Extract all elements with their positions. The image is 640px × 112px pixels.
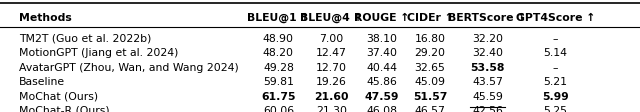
Text: MoChat (Ours): MoChat (Ours) [19, 92, 99, 102]
Text: CIDEr ↑: CIDEr ↑ [406, 13, 454, 23]
Text: 16.80: 16.80 [415, 34, 445, 44]
Text: BERTScore ↑: BERTScore ↑ [449, 13, 527, 23]
Text: AvatarGPT (Zhou, Wan, and Wang 2024): AvatarGPT (Zhou, Wan, and Wang 2024) [19, 63, 239, 73]
Text: 49.28: 49.28 [263, 63, 294, 73]
Text: 46.57: 46.57 [415, 106, 445, 112]
Text: 51.57: 51.57 [413, 92, 447, 102]
Text: MotionGPT (Jiang et al. 2024): MotionGPT (Jiang et al. 2024) [19, 48, 179, 58]
Text: 5.25: 5.25 [543, 106, 568, 112]
Text: 12.47: 12.47 [316, 48, 347, 58]
Text: 29.20: 29.20 [415, 48, 445, 58]
Text: MoChat-R (Ours): MoChat-R (Ours) [19, 106, 110, 112]
Text: 32.40: 32.40 [472, 48, 503, 58]
Text: –: – [553, 34, 558, 44]
Text: 32.20: 32.20 [472, 34, 503, 44]
Text: Baseline: Baseline [19, 77, 65, 87]
Text: 5.21: 5.21 [543, 77, 568, 87]
Text: 45.86: 45.86 [366, 77, 397, 87]
Text: 53.58: 53.58 [470, 63, 505, 73]
Text: TM2T (Guo et al. 2022b): TM2T (Guo et al. 2022b) [19, 34, 152, 44]
Text: 60.06: 60.06 [263, 106, 294, 112]
Text: Methods: Methods [19, 13, 72, 23]
Text: 21.30: 21.30 [316, 106, 347, 112]
Text: 43.57: 43.57 [472, 77, 503, 87]
Text: 42.56: 42.56 [472, 106, 503, 112]
Text: 48.20: 48.20 [263, 48, 294, 58]
Text: 47.59: 47.59 [364, 92, 399, 102]
Text: 7.00: 7.00 [319, 34, 344, 44]
Text: 32.65: 32.65 [415, 63, 445, 73]
Text: –: – [553, 63, 558, 73]
Text: 46.08: 46.08 [366, 106, 397, 112]
Text: BLEU@4 ↑: BLEU@4 ↑ [300, 13, 363, 23]
Text: 5.14: 5.14 [543, 48, 568, 58]
Text: 45.09: 45.09 [415, 77, 445, 87]
Text: 48.90: 48.90 [263, 34, 294, 44]
Text: 61.75: 61.75 [261, 92, 296, 102]
Text: GPT4Score ↑: GPT4Score ↑ [516, 13, 595, 23]
Text: 37.40: 37.40 [366, 48, 397, 58]
Text: 12.70: 12.70 [316, 63, 347, 73]
Text: 38.10: 38.10 [366, 34, 397, 44]
Text: 45.59: 45.59 [472, 92, 503, 102]
Text: 21.60: 21.60 [314, 92, 349, 102]
Text: 5.99: 5.99 [542, 92, 569, 102]
Text: 19.26: 19.26 [316, 77, 347, 87]
Text: BLEU@1 ↑: BLEU@1 ↑ [247, 13, 310, 23]
Text: ROUGE ↑: ROUGE ↑ [354, 13, 409, 23]
Text: 40.44: 40.44 [366, 63, 397, 73]
Text: 59.81: 59.81 [263, 77, 294, 87]
